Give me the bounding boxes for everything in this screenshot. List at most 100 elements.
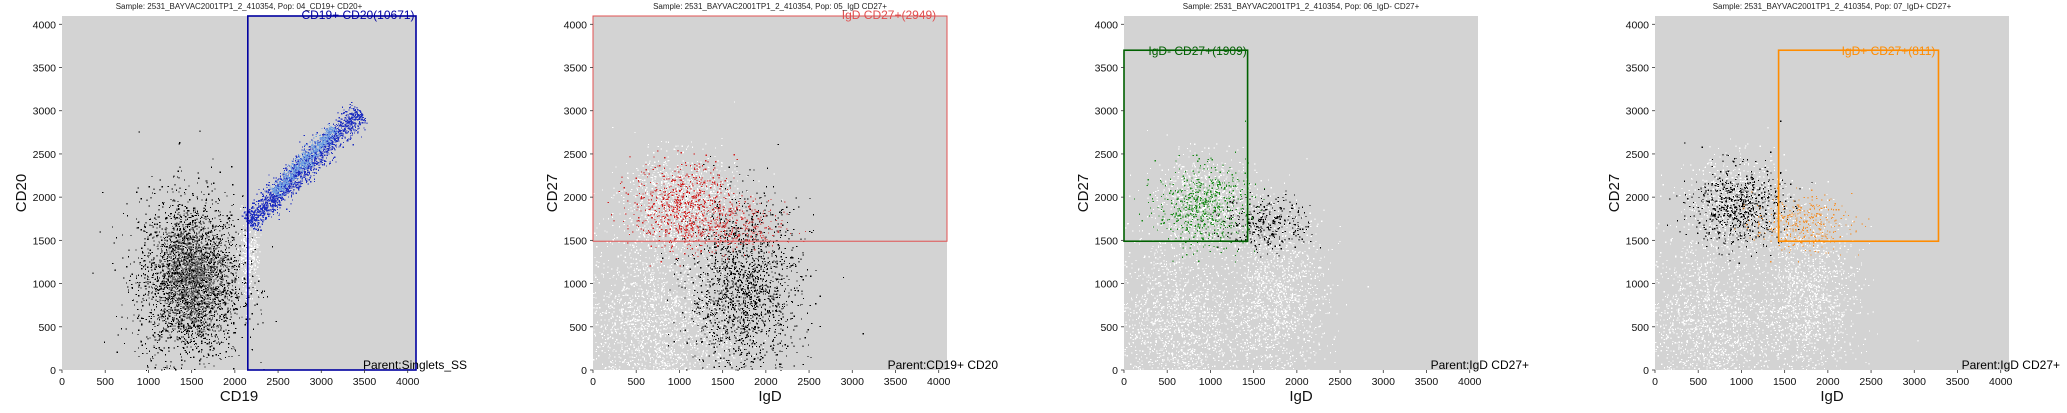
y-tick-label: 500 [38,322,56,334]
population-dots [269,123,341,198]
x-tick-label: 4000 [396,376,420,388]
x-tick-label: 0 [1121,376,1127,388]
y-tick-label: 3000 [564,106,588,118]
x-tick-label: 2000 [754,376,778,388]
x-axis-label: IgD [758,388,782,405]
x-tick-label: 2500 [1328,376,1352,388]
x-tick-label: 2500 [797,376,821,388]
x-tick-label: 3000 [841,376,865,388]
x-tick-label: 2000 [223,376,247,388]
panel-3: Sample: 2531_BAYVAC2001TP1_2_410354, Pop… [1075,2,1529,405]
population-2 [148,207,260,350]
y-tick-label: 0 [1643,365,1649,377]
parent-label: Parent:Singlets_SS [363,358,467,372]
y-tick-label: 0 [1112,365,1118,377]
gate-rectangle[interactable] [1123,49,1249,243]
y-tick-label: 500 [569,322,587,334]
y-tick-label: 3000 [1095,106,1119,118]
gate-label: IgD CD27+(2949) [842,8,936,22]
population-1 [92,130,277,371]
y-tick-label: 1500 [33,235,57,247]
y-tick-label: 1000 [1095,279,1119,291]
x-tick-label: 3500 [1946,376,1970,388]
x-tick-label: 500 [96,376,114,388]
gate-rectangle[interactable] [1777,49,1940,243]
y-tick-label: 3500 [33,63,57,75]
population-2 [1197,158,1369,372]
gate-rectangle[interactable] [247,15,417,371]
y-tick-label: 1500 [564,235,588,247]
panel-title: Sample: 2531_BAYVAC2001TP1_2_410354, Pop… [653,2,887,11]
x-tick-label: 1500 [1242,376,1266,388]
y-tick-label: 2500 [1626,149,1650,161]
gate-label: CD19+ CD20(10671) [301,8,414,22]
x-axis-label: IgD [1820,388,1844,405]
y-tick-label: 4000 [1095,19,1119,31]
population-dots [148,207,260,350]
x-tick-label: 1500 [180,376,204,388]
y-tick-label: 2500 [33,149,57,161]
scatter-points [1655,120,1919,372]
y-tick-label: 2000 [564,192,588,204]
x-tick-label: 3000 [310,376,334,388]
y-tick-label: 4000 [564,19,588,31]
plot-area [62,16,416,370]
x-tick-label: 1000 [1730,376,1754,388]
population-dots [1127,129,1298,269]
x-axis-label: CD19 [220,388,258,405]
panel-title: Sample: 2531_BAYVAC2001TP1_2_410354, Pop… [1183,2,1420,11]
parent-label: Parent:IgD CD27+ [1962,358,2060,372]
x-tick-label: 0 [1652,376,1658,388]
plot-area [1124,16,1478,370]
population-3 [593,101,783,272]
y-tick-label: 2000 [1626,192,1650,204]
panel-4: Sample: 2531_BAYVAC2001TP1_2_410354, Pop… [1606,2,2060,405]
x-tick-label: 4000 [1989,376,2013,388]
x-tick-label: 2500 [266,376,290,388]
y-tick-label: 3500 [1095,63,1119,75]
y-tick-label: 3500 [1626,63,1650,75]
y-tick-label: 3000 [33,106,57,118]
y-tick-label: 1500 [1095,235,1119,247]
y-tick-label: 4000 [33,19,57,31]
scatter-points [593,101,864,372]
x-tick-label: 500 [627,376,645,388]
gate-rectangle[interactable] [592,15,948,242]
panel-2: Sample: 2531_BAYVAC2001TP1_2_410354, Pop… [544,2,998,405]
x-tick-label: 3000 [1372,376,1396,388]
y-tick-label: 0 [50,365,56,377]
y-axis-label: CD27 [1606,174,1623,212]
y-tick-label: 3500 [564,63,588,75]
x-tick-label: 500 [1689,376,1707,388]
x-tick-label: 1000 [137,376,161,388]
x-tick-label: 2500 [1859,376,1883,388]
x-tick-label: 1500 [711,376,735,388]
panel-title: Sample: 2531_BAYVAC2001TP1_2_410354, Pop… [116,2,363,11]
y-tick-label: 1000 [564,279,588,291]
x-tick-label: 3000 [1903,376,1927,388]
population-3 [1660,127,1829,269]
x-tick-label: 1000 [1199,376,1223,388]
y-tick-label: 1500 [1626,235,1650,247]
y-axis-label: CD27 [1075,174,1092,212]
y-tick-label: 0 [581,365,587,377]
y-tick-label: 2500 [1095,149,1119,161]
x-tick-label: 4000 [1458,376,1482,388]
gate-label: IgD+ CD27+(811) [1842,44,1936,58]
population-dots [1197,158,1369,372]
population-5 [269,123,341,198]
scatter-points [1124,120,1369,372]
plot-area [1655,16,2009,370]
population-dots [92,130,277,371]
x-tick-label: 500 [1158,376,1176,388]
scatter-points [92,101,368,371]
y-tick-label: 4000 [1626,19,1650,31]
y-tick-label: 500 [1100,322,1118,334]
panel-1: Sample: 2531_BAYVAC2001TP1_2_410354, Pop… [13,2,467,405]
x-tick-label: 0 [590,376,596,388]
y-tick-label: 1000 [33,279,57,291]
x-tick-label: 0 [59,376,65,388]
parent-label: Parent:IgD CD27+ [1431,358,1529,372]
